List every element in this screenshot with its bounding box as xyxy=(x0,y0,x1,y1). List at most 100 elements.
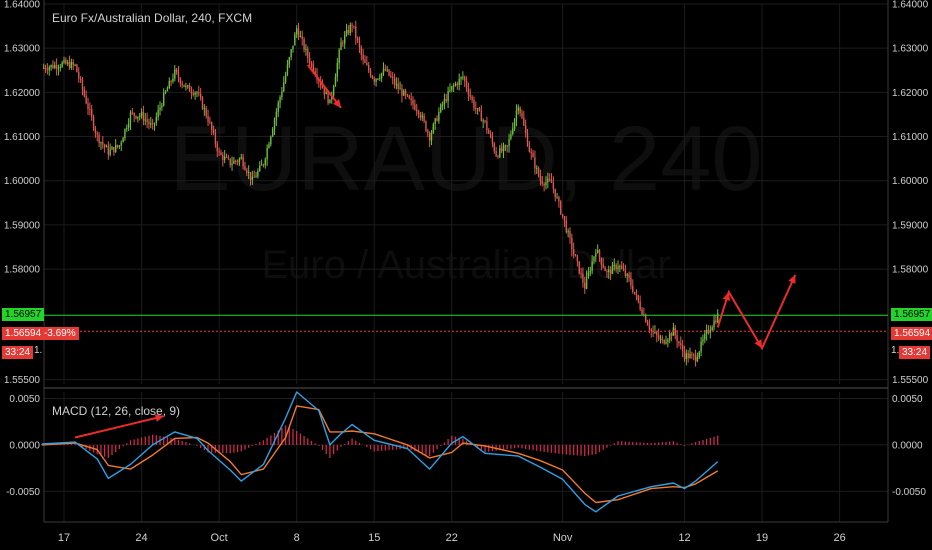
candle-body xyxy=(645,314,647,322)
macd-histogram xyxy=(41,425,719,458)
candle-body xyxy=(205,108,207,117)
candle-body xyxy=(155,116,158,124)
candle-body xyxy=(288,57,290,65)
candle-body xyxy=(98,134,100,144)
candle-body xyxy=(286,64,289,75)
candle-body xyxy=(404,90,407,95)
candle-body xyxy=(96,132,98,135)
candle-body xyxy=(410,98,412,100)
candle-body xyxy=(388,69,390,76)
candle-body xyxy=(290,49,292,58)
candle-body xyxy=(270,136,272,145)
candle-body xyxy=(294,34,296,46)
candle-body xyxy=(52,64,54,68)
candle-body xyxy=(670,333,673,336)
macd-trend-arrow-head xyxy=(154,414,164,422)
candle-body xyxy=(135,115,137,119)
candle-body xyxy=(513,119,516,129)
candle-body xyxy=(172,78,174,82)
candle-body xyxy=(107,146,110,155)
candle-body xyxy=(242,157,244,167)
macd-y-tick-label-right: 0.0050 xyxy=(892,394,923,405)
candle-body xyxy=(428,132,431,141)
candle-body xyxy=(380,73,383,78)
candle-body xyxy=(229,158,231,166)
candle-body xyxy=(362,54,364,60)
candle-body xyxy=(399,88,401,90)
candle-body xyxy=(532,153,534,158)
y-tick-label-right: 1.55500 xyxy=(892,375,929,386)
green-line-label-right: 1.56957 xyxy=(891,308,932,321)
candle-body xyxy=(65,59,67,64)
candle-body xyxy=(268,144,270,149)
candle-body xyxy=(140,112,143,116)
candle-body xyxy=(181,83,183,85)
candle-body xyxy=(57,67,60,69)
x-tick-label: Oct xyxy=(211,532,228,544)
candle-body xyxy=(124,128,126,138)
candle-body xyxy=(543,183,545,186)
candle-body xyxy=(161,105,163,108)
candle-body xyxy=(366,62,368,66)
candle-body xyxy=(297,28,300,37)
partial-tick-left: 1. xyxy=(34,345,43,356)
candle-body xyxy=(334,76,337,87)
candle-body xyxy=(637,295,640,302)
candle-body xyxy=(312,63,314,72)
candle-body xyxy=(563,216,566,221)
candle-body xyxy=(500,148,503,152)
candle-body xyxy=(340,42,342,51)
candle-body xyxy=(144,119,146,121)
candle-body xyxy=(547,178,549,183)
x-tick-label: 12 xyxy=(678,532,690,544)
candle-body xyxy=(375,78,377,82)
candle-body xyxy=(558,197,560,202)
candle-body xyxy=(654,332,656,334)
candle-body xyxy=(166,88,169,92)
candle-body xyxy=(436,118,438,121)
candle-body xyxy=(153,123,156,125)
candle-body xyxy=(456,83,459,86)
macd-title: MACD (12, 26, close, 9) xyxy=(52,404,181,418)
candle-body xyxy=(598,250,601,258)
candle-body xyxy=(685,353,688,360)
candle-body xyxy=(255,176,257,178)
candle-body xyxy=(329,99,331,104)
candle-body xyxy=(663,339,665,344)
candle-body xyxy=(667,339,669,342)
candle-body xyxy=(369,70,372,77)
candle-body xyxy=(693,354,695,356)
candle-body xyxy=(347,30,350,34)
candle-body xyxy=(604,267,606,272)
macd-y-tick-label-right: 0.0000 xyxy=(892,440,923,451)
candle-body xyxy=(284,74,287,83)
candle-body xyxy=(554,188,556,198)
candle-body xyxy=(615,264,617,270)
countdown-left: 33:24 xyxy=(2,346,34,359)
candle-body xyxy=(384,69,387,71)
candle-body xyxy=(478,108,481,111)
candle-body xyxy=(591,261,593,271)
candle-body xyxy=(72,62,74,65)
candle-body xyxy=(74,64,76,66)
candle-body xyxy=(129,112,132,124)
y-tick-label-left: 1.58000 xyxy=(4,265,41,276)
candle-body xyxy=(209,121,211,123)
candle-body xyxy=(183,84,185,87)
candle-body xyxy=(122,137,124,143)
candle-body xyxy=(512,128,514,135)
candle-body xyxy=(486,121,488,131)
candle-body xyxy=(550,180,553,183)
candle-body xyxy=(61,62,63,67)
candle-body xyxy=(517,107,519,111)
red-line-value: 1.56594 xyxy=(5,328,42,339)
macd-y-tick-label-left: 0.0050 xyxy=(9,394,40,405)
candle-body xyxy=(103,144,106,148)
candle-body xyxy=(54,65,56,68)
candle-body xyxy=(602,264,604,268)
candle-body xyxy=(70,62,73,69)
candle-body xyxy=(519,107,521,114)
candle-body xyxy=(676,335,678,342)
price-trend-arrow xyxy=(306,64,342,109)
